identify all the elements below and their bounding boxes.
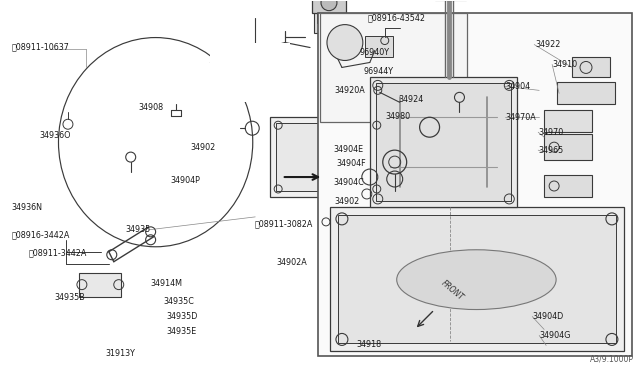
Bar bbox=[544, 110, 592, 132]
Bar bbox=[557, 82, 615, 104]
Ellipse shape bbox=[397, 250, 556, 310]
Text: 96944Y: 96944Y bbox=[364, 67, 394, 76]
Text: 34970: 34970 bbox=[538, 128, 563, 137]
Text: Ⓝ08911-10637: Ⓝ08911-10637 bbox=[11, 42, 69, 51]
Bar bbox=[365, 36, 393, 58]
Text: 34920A: 34920A bbox=[334, 86, 365, 95]
Text: 34965: 34965 bbox=[538, 145, 563, 155]
Bar bbox=[544, 134, 592, 160]
Text: 34908: 34908 bbox=[139, 103, 164, 112]
Bar bbox=[320, 13, 467, 122]
Text: 34924: 34924 bbox=[399, 95, 424, 104]
Text: 34935C: 34935C bbox=[164, 297, 195, 306]
Text: FRONT: FRONT bbox=[440, 279, 465, 302]
Text: 34904C: 34904C bbox=[333, 177, 364, 186]
Bar bbox=[79, 273, 121, 296]
Text: 34980: 34980 bbox=[386, 112, 411, 121]
Bar bbox=[544, 175, 592, 197]
Text: 34904: 34904 bbox=[506, 82, 531, 91]
Text: 34935D: 34935D bbox=[166, 312, 198, 321]
Circle shape bbox=[327, 25, 363, 61]
Text: 34904F: 34904F bbox=[336, 158, 365, 167]
Bar bbox=[572, 58, 610, 77]
Bar bbox=[376, 83, 511, 201]
Text: 34914M: 34914M bbox=[150, 279, 182, 288]
Text: 34935B: 34935B bbox=[54, 293, 84, 302]
Text: 34902: 34902 bbox=[191, 142, 216, 152]
Text: A3/9.1000P: A3/9.1000P bbox=[590, 355, 634, 363]
Text: Ⓥ08916-43542: Ⓥ08916-43542 bbox=[368, 13, 426, 22]
Text: 34902: 34902 bbox=[334, 198, 359, 206]
Text: 96940Y: 96940Y bbox=[360, 48, 390, 57]
Text: Ⓥ08916-3442A: Ⓥ08916-3442A bbox=[11, 230, 70, 239]
Bar bbox=[338, 215, 616, 343]
Text: 34970A: 34970A bbox=[506, 113, 536, 122]
Bar bbox=[312, 0, 346, 13]
Text: 34922: 34922 bbox=[535, 40, 561, 49]
Bar bbox=[330, 207, 624, 352]
Bar bbox=[317, 11, 341, 23]
Text: 34904P: 34904P bbox=[171, 176, 200, 185]
Text: 34902A: 34902A bbox=[276, 258, 307, 267]
Text: 34936N: 34936N bbox=[11, 203, 42, 212]
Bar bbox=[211, 42, 290, 102]
Text: Ⓝ08911-3442A: Ⓝ08911-3442A bbox=[29, 248, 88, 257]
Text: 34918: 34918 bbox=[357, 340, 382, 349]
Text: 34936O: 34936O bbox=[39, 131, 70, 140]
Text: 34935: 34935 bbox=[125, 225, 151, 234]
Text: 34935E: 34935E bbox=[166, 327, 197, 336]
Bar bbox=[370, 77, 517, 207]
Circle shape bbox=[321, 0, 337, 11]
Bar bbox=[270, 117, 385, 197]
Bar bbox=[318, 13, 632, 356]
Text: 34910: 34910 bbox=[552, 60, 577, 69]
Bar bbox=[276, 123, 379, 191]
Text: 31913Y: 31913Y bbox=[106, 349, 136, 358]
Bar bbox=[314, 11, 344, 33]
Text: 34904E: 34904E bbox=[333, 145, 363, 154]
Text: 34904G: 34904G bbox=[539, 331, 570, 340]
Text: Ⓝ08911-3082A: Ⓝ08911-3082A bbox=[254, 219, 312, 228]
Text: 34904D: 34904D bbox=[532, 312, 563, 321]
